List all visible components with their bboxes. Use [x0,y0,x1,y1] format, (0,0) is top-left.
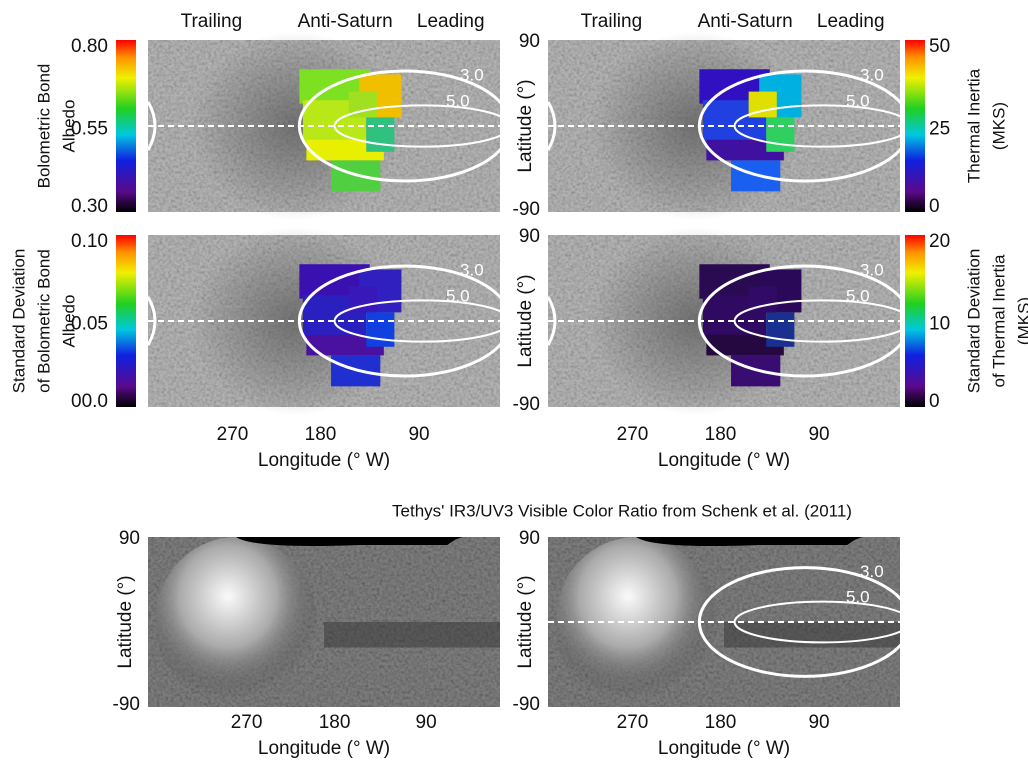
region-label: Trailing [181,11,243,32]
region-label: Leading [817,11,885,32]
colorbar-tick-label: 0 [929,391,940,412]
x-tick-label: 180 [705,712,737,733]
colorbar [905,40,925,212]
colorbar-tick-label: 0.55 [71,118,108,139]
y-axis-label: Latitude (°) [115,575,136,668]
colorbar [116,235,136,407]
contour [546,296,557,346]
colorbar-tick-label: 20 [929,231,950,252]
data-patch [306,334,384,356]
data-patch [766,117,795,152]
data-patch [366,117,395,152]
x-tick-label: 270 [617,424,649,445]
x-tick-label: 180 [305,424,337,445]
data-patch [366,312,395,347]
contour-label: 5.0 [846,588,870,607]
x-axis-label: Longitude (° W) [258,450,390,471]
region-label: Anti-Saturn [298,11,393,32]
x-tick-label: 270 [231,712,263,733]
contour-label: 3.0 [860,562,884,581]
colorbar-label: Standard Deviation [964,249,983,394]
contour-label: 5.0 [846,91,870,110]
colorbar-tick-label: 0 [929,196,940,217]
data-patch [306,139,384,161]
x-axis-label: Longitude (° W) [658,738,790,759]
map-edge [148,537,465,546]
colorbar-tick-label: 0.10 [71,231,108,252]
x-tick-label: 90 [416,712,437,733]
contour [146,101,157,151]
bright-region [555,537,717,707]
y-axis-label: Latitude (°) [515,79,536,172]
contour-label: 3.0 [460,261,484,280]
colorbar-label: Albedo [59,100,78,153]
bottom-title: Tethys' IR3/UV3 Visible Color Ratio from… [392,501,852,520]
contour-label: 5.0 [846,286,870,305]
y-axis-label: Latitude (°) [515,274,536,367]
y-axis-label: Latitude (°) [515,575,536,668]
contour-label: 3.0 [860,66,884,85]
contour-label: 3.0 [460,66,484,85]
x-tick-label: 90 [808,712,829,733]
colorbar-label: Thermal Inertia [964,68,983,183]
colorbar [905,235,925,407]
region-label: Anti-Saturn [698,11,793,32]
contour [733,600,912,644]
contour-label: 3.0 [860,261,884,280]
data-patch [706,139,784,161]
colorbar-tick-label: 25 [929,118,950,139]
y-tick-label: 90 [519,528,540,549]
x-tick-label: 180 [705,424,737,445]
x-tick-label: 90 [408,424,429,445]
colorbar-tick-label: 0.05 [71,313,108,334]
y-tick-label: 90 [519,226,540,247]
colorbar-label: Bolometric Bond [34,64,53,189]
y-tick-label: 90 [119,528,140,549]
x-tick-label: 180 [319,712,351,733]
y-tick-label: 90 [519,31,540,52]
contour [333,299,512,343]
colorbar-tick-label: 50 [929,36,950,57]
x-tick-label: 270 [617,712,649,733]
x-axis-label: Longitude (° W) [658,450,790,471]
colorbar-tick-label: 0.30 [71,196,108,217]
colorbar-tick-label: 0.80 [71,36,108,57]
colorbar-tick-label: 10 [929,313,950,334]
x-axis-label: Longitude (° W) [258,738,390,759]
colorbar-tick-label: 00.0 [71,391,108,412]
colorbar-label: Albedo [59,295,78,348]
y-tick-label: -90 [513,694,540,715]
contour [333,104,512,148]
contour [546,101,557,151]
y-tick-label: -90 [513,199,540,220]
region-label: Leading [417,11,485,32]
y-tick-label: -90 [113,694,140,715]
map-edge [548,537,865,546]
colorbar [116,40,136,212]
colorbar-label: of Bolometric Bond [34,249,53,393]
dark-band [324,622,500,648]
y-tick-label: -90 [513,394,540,415]
colorbar-label: (MKS) [1014,297,1028,345]
contour [146,296,157,346]
colorbar-label: Standard Deviation [9,249,28,394]
colorbar-label: (MKS) [989,102,1008,150]
contour-label: 5.0 [446,286,470,305]
data-patch [766,312,795,347]
x-tick-label: 90 [808,424,829,445]
contour-label: 5.0 [446,91,470,110]
x-tick-label: 270 [217,424,249,445]
data-patch [706,334,784,356]
colorbar-label: of Thermal Inertia [989,254,1008,387]
bright-region [155,537,317,707]
region-label: Trailing [581,11,643,32]
